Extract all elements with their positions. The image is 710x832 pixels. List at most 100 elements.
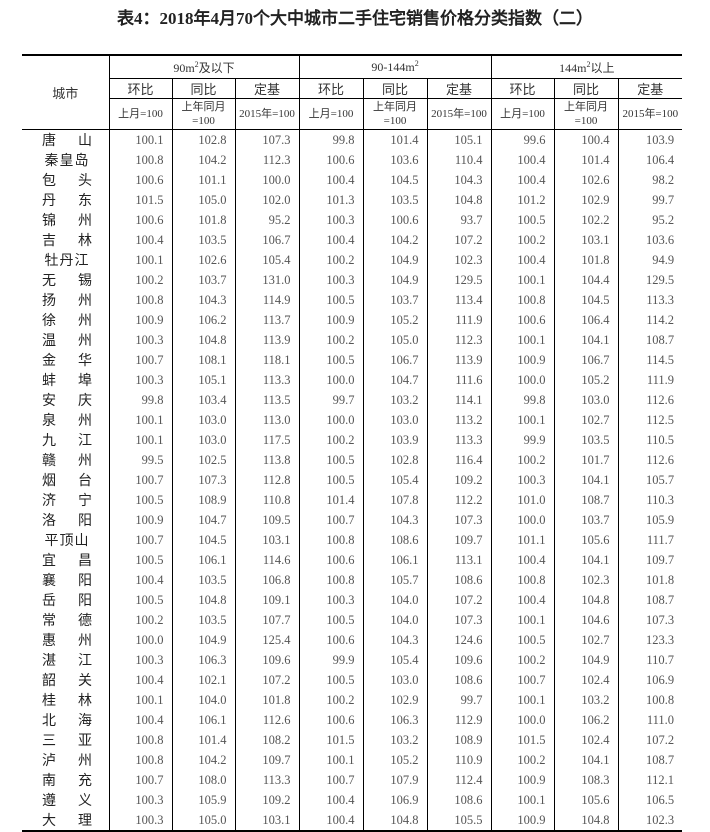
subheader-mom: 环比 bbox=[298, 78, 364, 99]
index-value: 100.6 bbox=[362, 210, 428, 230]
index-value: 105.0 bbox=[171, 810, 235, 831]
index-value: 106.1 bbox=[171, 710, 235, 730]
index-value: 106.2 bbox=[171, 310, 235, 330]
index-value: 113.9 bbox=[426, 350, 492, 370]
city-label: 襄阳 bbox=[42, 570, 92, 590]
city-char: 江 bbox=[78, 654, 92, 669]
index-value: 101.1 bbox=[171, 170, 235, 190]
base-header-fixed-base: 2015年=100 bbox=[426, 98, 492, 130]
index-value: 100.3 bbox=[108, 650, 172, 670]
city-name: 平顶山 bbox=[22, 530, 109, 550]
index-value: 108.6 bbox=[426, 570, 492, 590]
index-value: 106.9 bbox=[617, 670, 683, 690]
index-value: 105.5 bbox=[426, 810, 492, 831]
index-value: 103.1 bbox=[553, 230, 619, 250]
index-value: 101.8 bbox=[617, 570, 683, 590]
city-char: 徐 bbox=[42, 314, 56, 329]
city-char: 烟 bbox=[42, 474, 56, 489]
index-value: 102.9 bbox=[362, 690, 428, 710]
city-char: 韶 bbox=[42, 674, 56, 689]
city-label: 唐山 bbox=[42, 130, 92, 150]
index-value: 100.8 bbox=[617, 690, 683, 710]
index-value: 102.7 bbox=[553, 410, 619, 430]
index-value: 112.1 bbox=[617, 770, 683, 790]
index-value: 101.8 bbox=[234, 690, 300, 710]
city-char: 昌 bbox=[78, 554, 92, 569]
index-value: 116.4 bbox=[426, 450, 492, 470]
index-value: 113.3 bbox=[426, 430, 492, 450]
index-value: 105.6 bbox=[553, 530, 619, 550]
base-header-mom: 上月=100 bbox=[298, 98, 364, 130]
index-value: 104.8 bbox=[171, 590, 235, 610]
subheader-fixed-base: 定基 bbox=[617, 78, 683, 99]
index-value: 103.0 bbox=[553, 390, 619, 410]
city-label: 烟台 bbox=[42, 470, 92, 490]
city-char: 锡 bbox=[78, 274, 92, 289]
index-value: 113.2 bbox=[426, 410, 492, 430]
index-value: 104.3 bbox=[171, 290, 235, 310]
city-name: 宜昌 bbox=[22, 550, 109, 570]
city-label: 南充 bbox=[42, 770, 92, 790]
index-value: 101.3 bbox=[298, 190, 364, 210]
city-header: 城市 bbox=[22, 55, 109, 130]
index-value: 109.6 bbox=[234, 650, 300, 670]
city-label: 济宁 bbox=[42, 490, 92, 510]
subheader-yoy: 同比 bbox=[553, 78, 619, 99]
index-value: 100.2 bbox=[108, 610, 172, 630]
city-label: 扬州 bbox=[42, 290, 92, 310]
city-char: 遵 bbox=[42, 794, 56, 809]
city-label: 韶关 bbox=[42, 670, 92, 690]
index-value: 100.5 bbox=[108, 550, 172, 570]
city-char: 义 bbox=[78, 794, 92, 809]
index-value: 107.2 bbox=[617, 730, 683, 750]
index-value: 105.2 bbox=[362, 310, 428, 330]
city-name: 秦皇岛 bbox=[22, 150, 109, 170]
table-row: 常德 100.2 103.5 107.7 100.5 104.0 107.3 100.1 104… bbox=[22, 610, 683, 630]
index-value: 113.7 bbox=[234, 310, 300, 330]
city-label: 徐州 bbox=[42, 310, 92, 330]
group-header-medium: 90-144m2 bbox=[298, 55, 492, 79]
city-label: 丹东 bbox=[42, 190, 92, 210]
city-name: 扬州 bbox=[22, 290, 109, 310]
index-value: 103.9 bbox=[362, 430, 428, 450]
index-value: 105.1 bbox=[426, 129, 492, 150]
index-value: 100.6 bbox=[108, 210, 172, 230]
index-value: 110.3 bbox=[617, 490, 683, 510]
index-value: 106.3 bbox=[362, 710, 428, 730]
table-row: 惠州 100.0 104.9 125.4 100.6 104.3 124.6 100.5 102… bbox=[22, 630, 683, 650]
index-value: 100.9 bbox=[490, 770, 555, 790]
city-char: 充 bbox=[78, 774, 92, 789]
index-value: 107.2 bbox=[426, 230, 492, 250]
index-value: 100.7 bbox=[108, 470, 172, 490]
city-name: 赣州 bbox=[22, 450, 109, 470]
subheader-fixed-base: 定基 bbox=[234, 78, 300, 99]
index-value: 104.8 bbox=[171, 330, 235, 350]
index-value: 102.1 bbox=[171, 670, 235, 690]
index-value: 100.9 bbox=[108, 310, 172, 330]
index-value: 100.1 bbox=[298, 750, 364, 770]
city-name: 无锡 bbox=[22, 270, 109, 290]
city-char: 林 bbox=[78, 694, 92, 709]
index-value: 103.1 bbox=[234, 530, 300, 550]
index-value: 106.5 bbox=[617, 790, 683, 810]
index-value: 101.5 bbox=[490, 730, 555, 750]
city-char: 泸 bbox=[42, 754, 56, 769]
index-value: 100.2 bbox=[298, 330, 364, 350]
index-value: 109.7 bbox=[426, 530, 492, 550]
index-value: 101.8 bbox=[171, 210, 235, 230]
index-value: 94.9 bbox=[617, 250, 683, 270]
index-value: 100.6 bbox=[298, 710, 364, 730]
index-value: 104.4 bbox=[553, 270, 619, 290]
index-value: 113.4 bbox=[426, 290, 492, 310]
city-char: 温 bbox=[42, 334, 56, 349]
index-value: 103.2 bbox=[362, 730, 428, 750]
index-value: 123.3 bbox=[617, 630, 683, 650]
index-value: 104.1 bbox=[553, 330, 619, 350]
index-value: 109.6 bbox=[426, 650, 492, 670]
index-value: 109.5 bbox=[234, 510, 300, 530]
index-value: 93.7 bbox=[426, 210, 492, 230]
index-value: 100.3 bbox=[108, 810, 172, 831]
index-value: 100.0 bbox=[490, 370, 555, 390]
index-value: 99.7 bbox=[617, 190, 683, 210]
index-value: 100.4 bbox=[490, 590, 555, 610]
